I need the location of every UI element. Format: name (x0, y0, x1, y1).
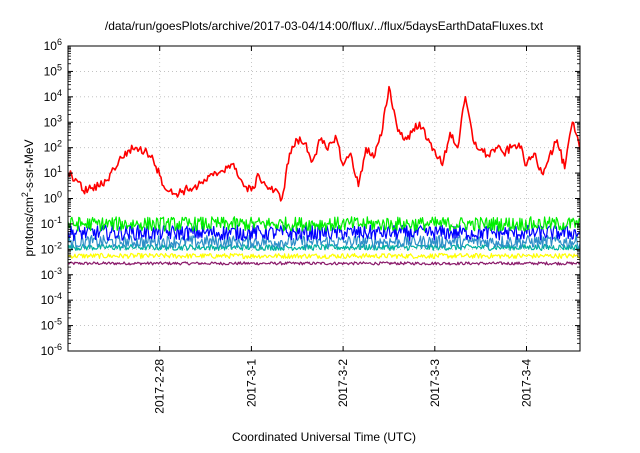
series-line (68, 216, 580, 232)
y-tick-label: 10-3 (41, 266, 62, 282)
x-tick-label: 2017-3-4 (520, 359, 534, 407)
series-line (68, 252, 580, 260)
series-line (68, 243, 580, 251)
y-tick-label: 105 (44, 62, 62, 78)
y-axis-label-post: -s-sr-MeV (22, 139, 36, 192)
y-axis-label-pre: protons/cm (22, 197, 36, 256)
y-tick-label: 10-4 (41, 291, 62, 307)
x-tick-label: 2017-3-2 (336, 359, 350, 407)
y-axis-label: protons/cm2-s-sr-MeV (20, 139, 36, 256)
series-line (68, 261, 580, 266)
series-line (68, 234, 580, 249)
series-line (68, 224, 580, 241)
x-axis-label: Coordinated Universal Time (UTC) (232, 430, 416, 444)
y-tick-label: 10-2 (41, 240, 62, 256)
axes: 10-6 10-5 10-4 10-3 10-2 10-1 100 101 102 103 104 1… (41, 37, 580, 414)
y-tick-label: 100 (44, 190, 62, 206)
x-tick-label: 2017-2-28 (153, 359, 167, 414)
y-tick-label: 106 (44, 37, 62, 53)
y-tick-label: 10-6 (41, 342, 62, 358)
series-line (68, 85, 580, 202)
y-tick-label: 10-1 (41, 215, 62, 231)
chart-title: /data/run/goesPlots/archive/2017-03-04/1… (105, 19, 544, 33)
y-axis-label-sup: 2 (20, 192, 30, 197)
series-group (68, 85, 580, 266)
x-tick-label: 2017-3-1 (244, 359, 258, 407)
grid (68, 45, 580, 352)
y-tick-label: 102 (44, 139, 62, 155)
y-tick-label: 103 (44, 113, 62, 129)
y-tick-label: 104 (44, 88, 62, 104)
x-tick-label: 2017-3-3 (428, 359, 442, 407)
y-tick-label: 10-5 (41, 317, 62, 333)
y-tick-label: 101 (44, 164, 62, 180)
